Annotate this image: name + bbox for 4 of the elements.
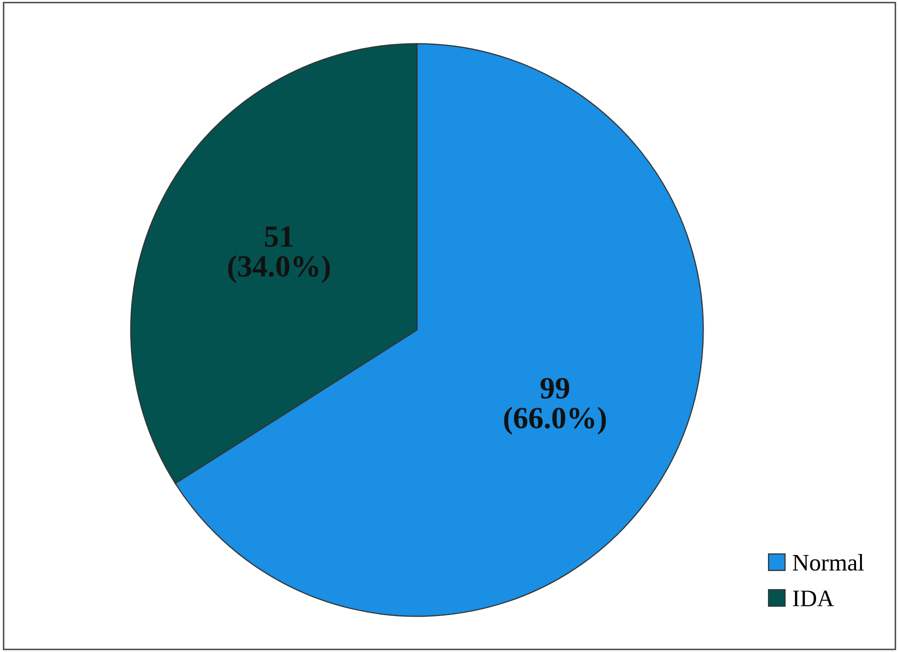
data-label: 51 (34.0%) [228,226,330,283]
legend-label: Normal [792,554,864,571]
legend-label: IDA [792,590,834,606]
data-label: 99 (66.0%) [504,378,606,435]
